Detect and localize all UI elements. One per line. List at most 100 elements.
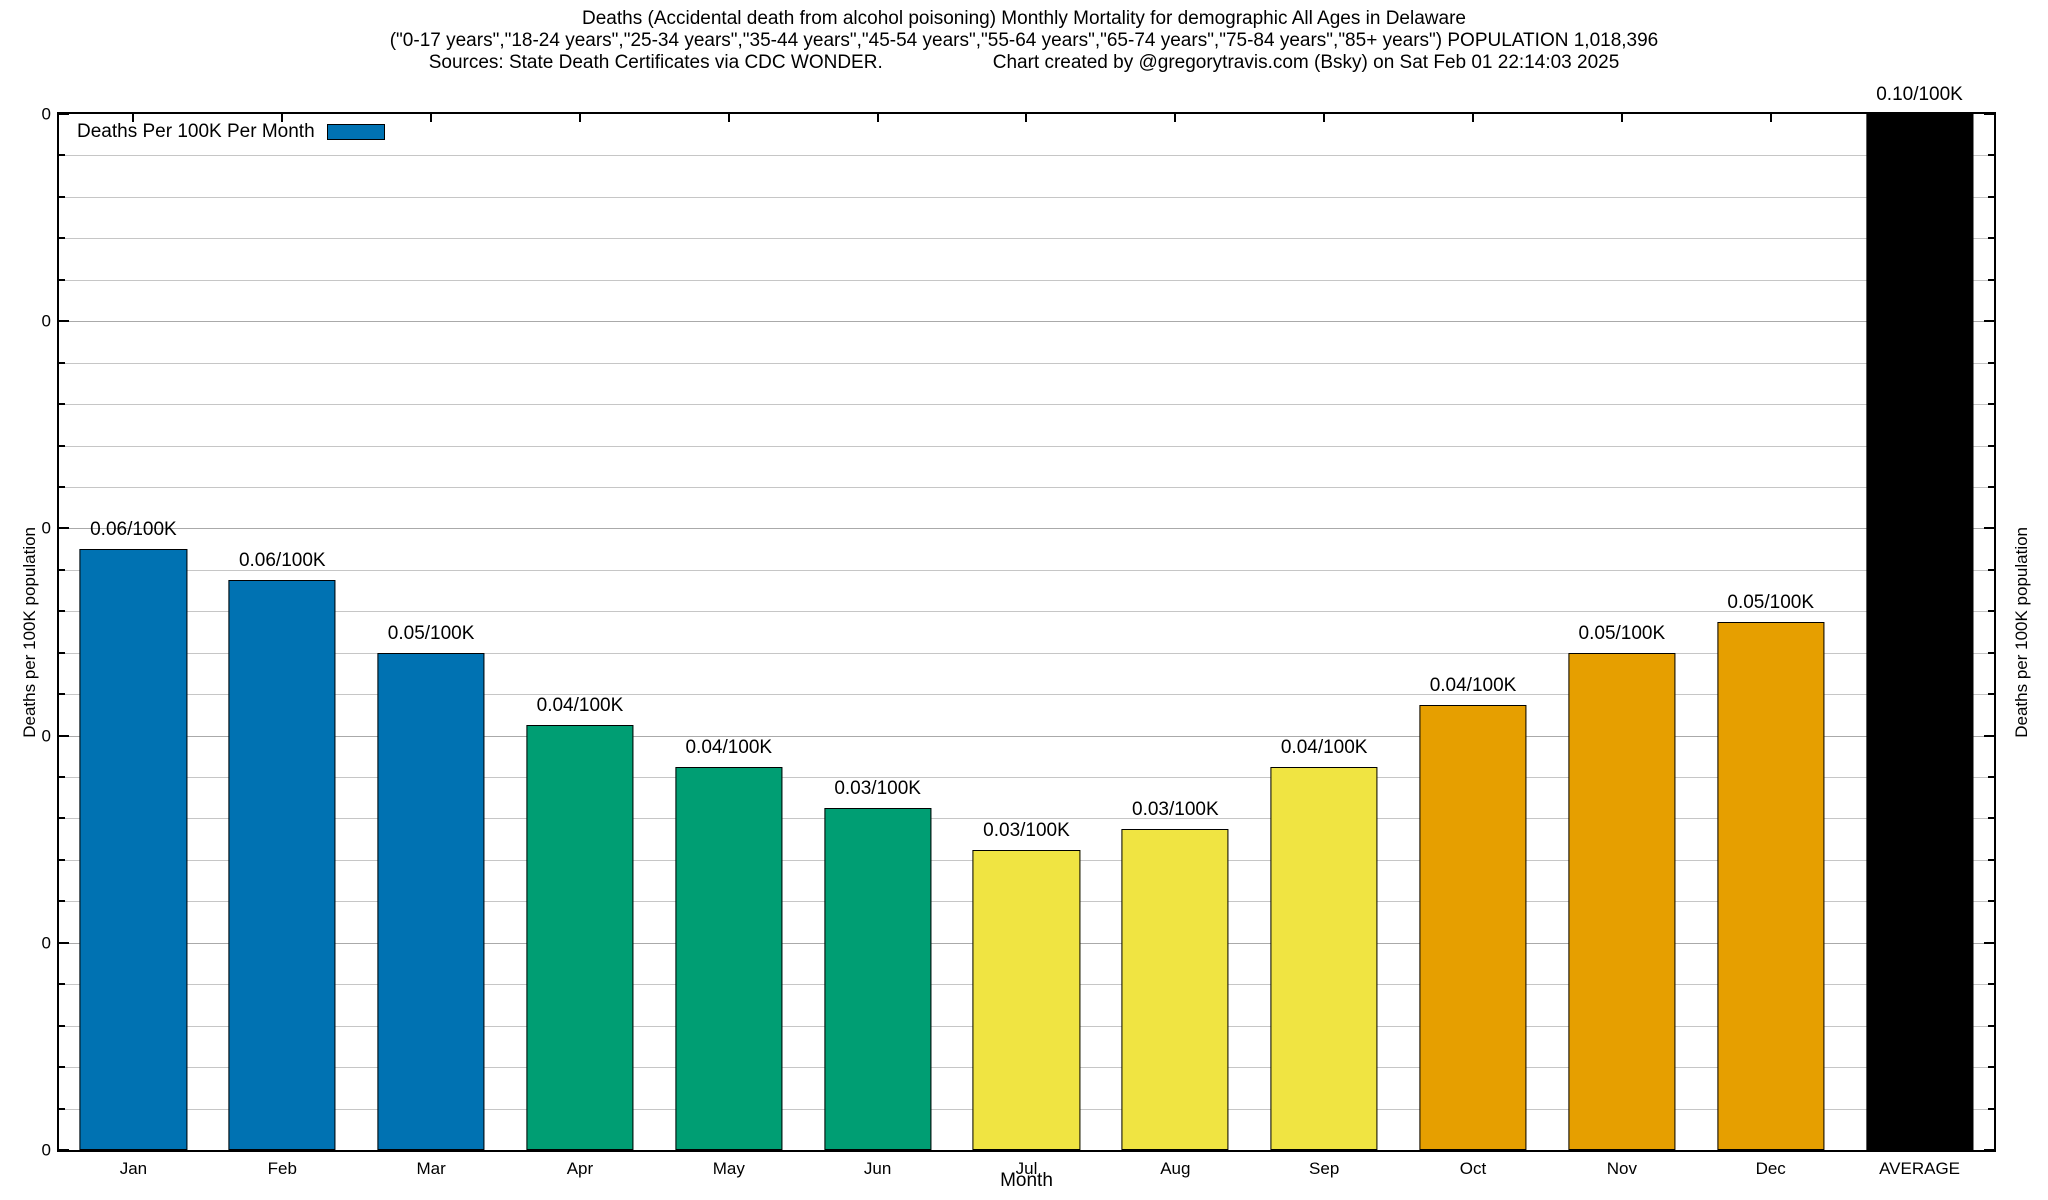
major-gridline [59, 528, 1994, 530]
y-tick-label: 0 [41, 104, 51, 124]
bar-group-jul: 0.03/100K Jul [952, 114, 1101, 1178]
y-axis-tick [59, 1149, 69, 1151]
bar-group-average: 0.10/100K AVERAGE [1845, 84, 1994, 1178]
bar-group-jan: 0.06/100K Jan [59, 114, 208, 1178]
bar-group-nov: 0.05/100K Nov [1547, 114, 1696, 1178]
minor-gridline [59, 569, 1994, 571]
y-axis-tick [59, 527, 69, 530]
bar-value-label: 0.03/100K [983, 819, 1070, 841]
bars-layer: 0.06/100K Jan 0.06/100K Feb 0.05/100K Mar 0.04… [59, 84, 1994, 1178]
minor-gridline [59, 486, 1994, 488]
y-axis-tick [1988, 651, 1994, 654]
x-tick-label-jul: Jul [1015, 1159, 1038, 1178]
y-axis-tick [59, 900, 65, 903]
y-axis-tick [1988, 817, 1994, 820]
bar-value-label: 0.04/100K [1429, 674, 1517, 696]
y-axis-tick [59, 983, 65, 986]
bar-group-dec: 0.05/100K Dec [1696, 114, 1845, 1178]
x-tick-label-sep: Sep [1309, 1159, 1340, 1178]
y-axis-tick [1984, 941, 1994, 944]
bar-value-label: 0.06/100K [90, 519, 177, 541]
minor-gridline [59, 777, 1994, 779]
y-axis-tick [1988, 403, 1994, 406]
y-axis-tick [59, 1024, 65, 1027]
x-tick-label-nov: Nov [1606, 1159, 1637, 1178]
bar-average [1865, 114, 1974, 1150]
x-tick-label-mar: Mar [416, 1159, 446, 1178]
y-axis-tick [1988, 278, 1994, 281]
y-axis-tick [59, 113, 69, 115]
chart-subtitle-demographics: ("0-17 years","18-24 years","25-34 years… [389, 30, 1659, 51]
x-axis-top-tick [1025, 114, 1028, 122]
bar-group-mar: 0.05/100K Mar [357, 114, 506, 1178]
x-tick-label-may: May [712, 1159, 745, 1178]
y-axis-tick [1988, 568, 1994, 571]
bar-value-label: 0.05/100K [1727, 591, 1815, 613]
bar-group-aug: 0.03/100K Aug [1101, 114, 1250, 1178]
y-axis-tick [59, 693, 65, 696]
minor-gridline [59, 155, 1994, 157]
y-axis-tick [1988, 1107, 1994, 1110]
x-tick-label-jun: Jun [863, 1159, 892, 1178]
bar-value-label: 0.06/100K [238, 550, 326, 572]
y-axis-tick [59, 361, 65, 364]
minor-gridline [59, 611, 1994, 613]
x-tick-label-dec: Dec [1755, 1159, 1786, 1178]
bar-nov [1568, 652, 1676, 1150]
y-axis-tick [1988, 154, 1994, 157]
x-axis-top-tick [1769, 114, 1772, 122]
y-axis-tick [59, 320, 69, 323]
y-axis-tick [59, 278, 65, 281]
y-axis-label-left: Deaths per 100K population [20, 526, 39, 738]
y-tick-label: 0 [41, 726, 51, 746]
bar-jul [972, 849, 1081, 1150]
y-axis-tick [59, 154, 65, 157]
y-axis-tick [59, 195, 65, 198]
bar-value-label: 0.03/100K [834, 778, 921, 800]
x-axis-top-tick [1323, 114, 1326, 122]
x-axis-top-tick [1174, 114, 1177, 122]
y-axis-tick [59, 610, 65, 613]
minor-gridline [59, 652, 1994, 654]
y-axis-tick [59, 1066, 65, 1069]
minor-gridline [59, 362, 1994, 364]
bar-value-label: 0.04/100K [536, 695, 624, 717]
y-axis-tick [59, 568, 65, 571]
minor-gridline [59, 196, 1994, 198]
bar-group-may: 0.04/100K May [654, 114, 803, 1178]
y-axis-tick [59, 817, 65, 820]
bar-group-oct: 0.04/100K Oct [1399, 114, 1548, 1178]
bar-oct [1419, 704, 1527, 1150]
x-axis-top-tick [132, 114, 135, 122]
x-axis-top-tick [281, 114, 284, 122]
y-axis-tick [1988, 361, 1994, 364]
x-axis-top-tick [578, 114, 581, 122]
bar-value-label: 0.10/100K [1876, 84, 1963, 105]
sources-text: Sources: State Death Certificates via CD… [428, 52, 883, 73]
y-axis-tick [59, 858, 65, 861]
bar-jun [824, 808, 932, 1150]
legend-series-label: Deaths Per 100K Per Month [77, 121, 315, 142]
y-axis-tick [1988, 444, 1994, 447]
y-axis-tick [59, 651, 65, 654]
y-axis-tick [59, 444, 65, 447]
bar-dec [1717, 621, 1825, 1150]
minor-gridline [59, 279, 1994, 281]
y-axis-tick [1984, 527, 1994, 530]
legend: Deaths Per 100K Per Month [77, 121, 385, 143]
credit-text: Chart created by @gregorytravis.com (Bsk… [992, 52, 1620, 73]
y-tick-label: 0 [41, 1140, 51, 1160]
y-axis-label-right: Deaths per 100K population [2012, 526, 2031, 738]
y-axis-tick [59, 485, 65, 488]
plot-area: 0.06/100K Jan 0.06/100K Feb 0.05/100K Mar 0.04… [42, 84, 1996, 1178]
minor-gridline [59, 818, 1994, 820]
y-axis-tick [1988, 983, 1994, 986]
y-axis-tick [1988, 610, 1994, 613]
minor-gridline [59, 404, 1994, 406]
minor-gridline [59, 694, 1994, 696]
y-axis-tick [1988, 776, 1994, 779]
y-axis-tick [59, 403, 65, 406]
y-tick-label: 0 [41, 933, 51, 953]
y-axis-tick [1984, 734, 1994, 737]
